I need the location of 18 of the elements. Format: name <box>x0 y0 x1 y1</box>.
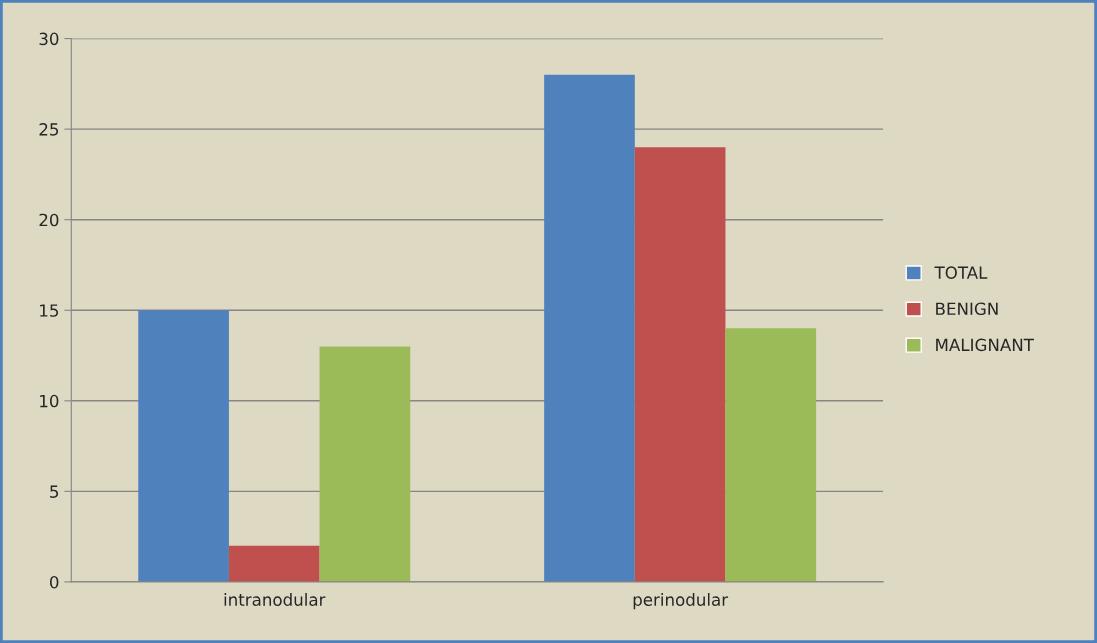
y-tick-label: 5 <box>50 485 59 498</box>
bar <box>544 74 635 582</box>
legend-label: MALIGNANT <box>936 338 1034 352</box>
x-tick-label: intranodular <box>224 593 326 606</box>
y-tick-label: 10 <box>40 394 59 408</box>
bar <box>138 310 229 582</box>
bar <box>634 147 726 582</box>
y-tick-label: 0 <box>49 575 59 589</box>
bar <box>725 328 817 582</box>
y-tick-label: 30 <box>39 32 59 46</box>
y-tick-label: 15 <box>40 304 59 317</box>
x-tick-label: perinodular <box>633 593 729 610</box>
legend-label: TOTAL <box>934 266 988 279</box>
y-tick-label: 20 <box>39 213 59 227</box>
bar <box>319 346 411 582</box>
y-tick-label: 25 <box>39 123 59 136</box>
bar <box>228 545 320 582</box>
legend-label: BENIGN <box>936 302 998 316</box>
